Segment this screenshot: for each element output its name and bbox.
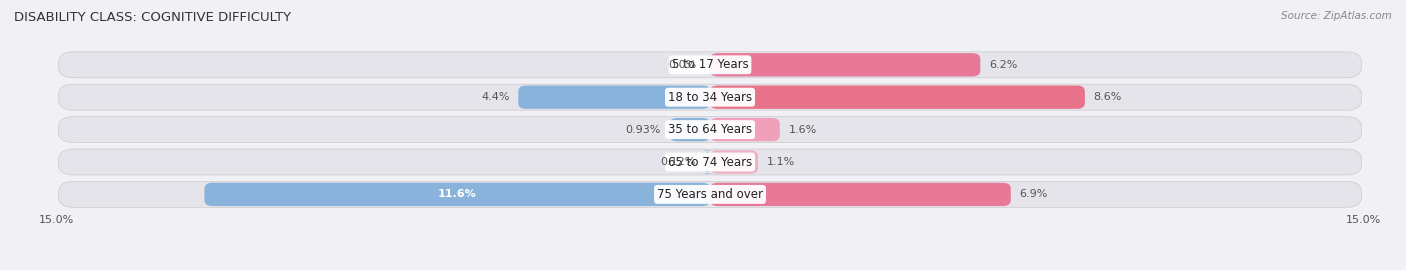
FancyBboxPatch shape [710, 86, 1085, 109]
FancyBboxPatch shape [59, 117, 1361, 143]
Text: 18 to 34 Years: 18 to 34 Years [668, 91, 752, 104]
Text: 35 to 64 Years: 35 to 64 Years [668, 123, 752, 136]
FancyBboxPatch shape [710, 53, 980, 76]
Text: 6.2%: 6.2% [988, 60, 1018, 70]
Text: 1.6%: 1.6% [789, 124, 817, 135]
Text: 0.93%: 0.93% [626, 124, 661, 135]
Text: 6.9%: 6.9% [1019, 189, 1047, 200]
FancyBboxPatch shape [710, 150, 758, 174]
FancyBboxPatch shape [59, 84, 1361, 110]
FancyBboxPatch shape [710, 118, 780, 141]
Text: 0.12%: 0.12% [661, 157, 696, 167]
Text: Source: ZipAtlas.com: Source: ZipAtlas.com [1281, 11, 1392, 21]
Text: 0.0%: 0.0% [669, 60, 697, 70]
FancyBboxPatch shape [519, 86, 710, 109]
FancyBboxPatch shape [702, 150, 713, 174]
FancyBboxPatch shape [59, 52, 1361, 78]
Text: 75 Years and over: 75 Years and over [657, 188, 763, 201]
Text: 1.1%: 1.1% [766, 157, 794, 167]
Text: 65 to 74 Years: 65 to 74 Years [668, 156, 752, 168]
FancyBboxPatch shape [669, 118, 710, 141]
Text: 4.4%: 4.4% [481, 92, 509, 102]
FancyBboxPatch shape [59, 181, 1361, 207]
Text: 5 to 17 Years: 5 to 17 Years [672, 58, 748, 71]
FancyBboxPatch shape [204, 183, 710, 206]
FancyBboxPatch shape [59, 149, 1361, 175]
Text: 8.6%: 8.6% [1094, 92, 1122, 102]
Text: DISABILITY CLASS: COGNITIVE DIFFICULTY: DISABILITY CLASS: COGNITIVE DIFFICULTY [14, 11, 291, 24]
FancyBboxPatch shape [710, 183, 1011, 206]
Text: 11.6%: 11.6% [437, 189, 477, 200]
